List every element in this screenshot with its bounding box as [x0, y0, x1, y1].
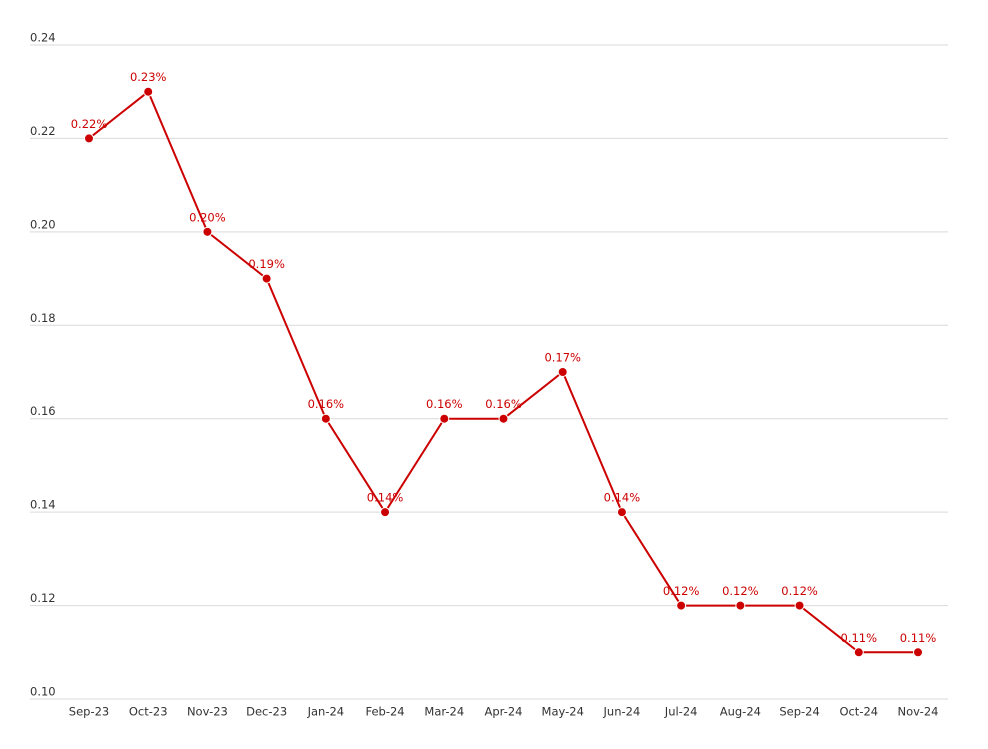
y-tick-label: 0.22 — [30, 124, 56, 138]
point — [320, 413, 331, 424]
point — [794, 600, 805, 611]
data-label: 0.12% — [663, 584, 700, 598]
point — [853, 647, 864, 658]
point — [380, 507, 391, 518]
x-tick-label: Feb-24 — [365, 705, 404, 719]
data-label: 0.16% — [308, 397, 345, 411]
data-label: 0.20% — [189, 210, 226, 224]
y-tick-label: 0.10 — [30, 685, 56, 699]
x-tick-label: Sep-23 — [69, 705, 109, 719]
x-tick-label: Mar-24 — [424, 705, 464, 719]
point — [439, 413, 450, 424]
x-tick-label: Jul-24 — [664, 705, 698, 719]
x-tick-label: May-24 — [542, 705, 584, 719]
x-tick-label: Oct-23 — [129, 705, 168, 719]
point — [735, 600, 746, 611]
point — [143, 86, 154, 97]
x-tick-label: Oct-24 — [839, 705, 878, 719]
x-tick-label: Apr-24 — [485, 705, 523, 719]
y-tick-label: 0.12 — [30, 591, 56, 605]
data-label: 0.12% — [722, 584, 759, 598]
point — [676, 600, 687, 611]
x-tick-label: Nov-23 — [187, 705, 228, 719]
y-tick-label: 0.18 — [30, 311, 56, 325]
point — [913, 647, 923, 658]
data-label: 0.11% — [841, 631, 878, 645]
x-tick-label: Nov-24 — [898, 705, 939, 719]
point — [84, 133, 94, 144]
data-label: 0.22% — [71, 117, 108, 131]
line — [88, 90, 918, 654]
y-tick-label: 0.20 — [30, 217, 56, 231]
data-label: 0.19% — [248, 257, 285, 271]
x-tick-label: Jun-24 — [603, 705, 641, 719]
x-tick-label: Dec-23 — [246, 705, 287, 719]
point — [557, 367, 568, 377]
data-label: 0.12% — [781, 584, 818, 598]
y-tick-label: 0.16 — [30, 404, 56, 418]
point — [498, 413, 509, 424]
data-label: 0.14% — [367, 491, 404, 505]
data-label: 0.16% — [426, 397, 463, 411]
x-tick-label: Aug-24 — [720, 705, 761, 719]
data-label: 0.14% — [604, 491, 641, 505]
y-tick-label: 0.14 — [30, 498, 56, 512]
data-label: 0.17% — [544, 351, 581, 365]
point — [261, 273, 272, 284]
data-label: 0.23% — [130, 70, 167, 84]
x-tick-label: Jan-24 — [307, 705, 345, 719]
point — [616, 507, 627, 518]
point — [202, 226, 213, 237]
x-tick-label: Sep-24 — [779, 705, 819, 719]
data-label: 0.11% — [900, 631, 937, 645]
y-tick-label: 0.24 — [30, 31, 56, 45]
data-label: 0.16% — [485, 397, 522, 411]
